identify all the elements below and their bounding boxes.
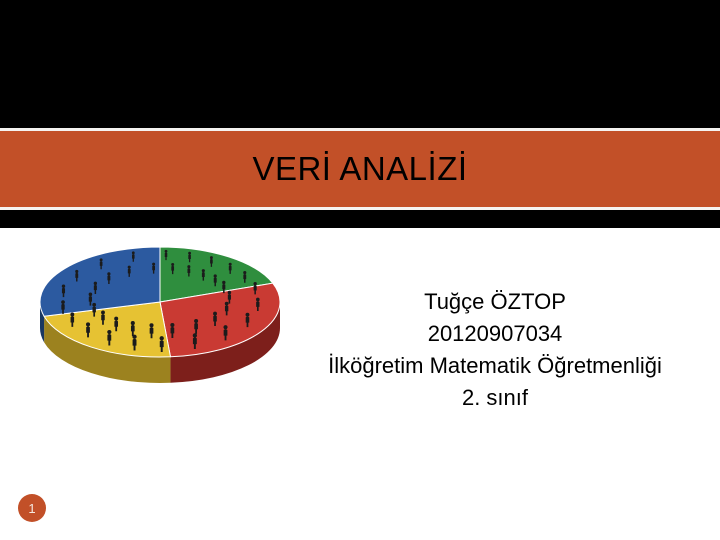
author-program: İlköğretim Matematik Öğretmenliği [290, 350, 700, 382]
below-band-dark-strip [0, 210, 720, 228]
top-black-region [0, 0, 720, 128]
author-info-block: Tuğçe ÖZTOP 20120907034 İlköğretim Matem… [290, 286, 700, 414]
page-number-badge: 1 [18, 494, 46, 522]
pie-chart-illustration [30, 230, 300, 390]
slide-title: VERİ ANALİZİ [252, 150, 467, 188]
author-name: Tuğçe ÖZTOP [290, 286, 700, 318]
page-number: 1 [28, 501, 35, 516]
title-band: VERİ ANALİZİ [0, 128, 720, 210]
author-student-id: 20120907034 [290, 318, 700, 350]
author-grade: 2. sınıf [290, 382, 700, 414]
